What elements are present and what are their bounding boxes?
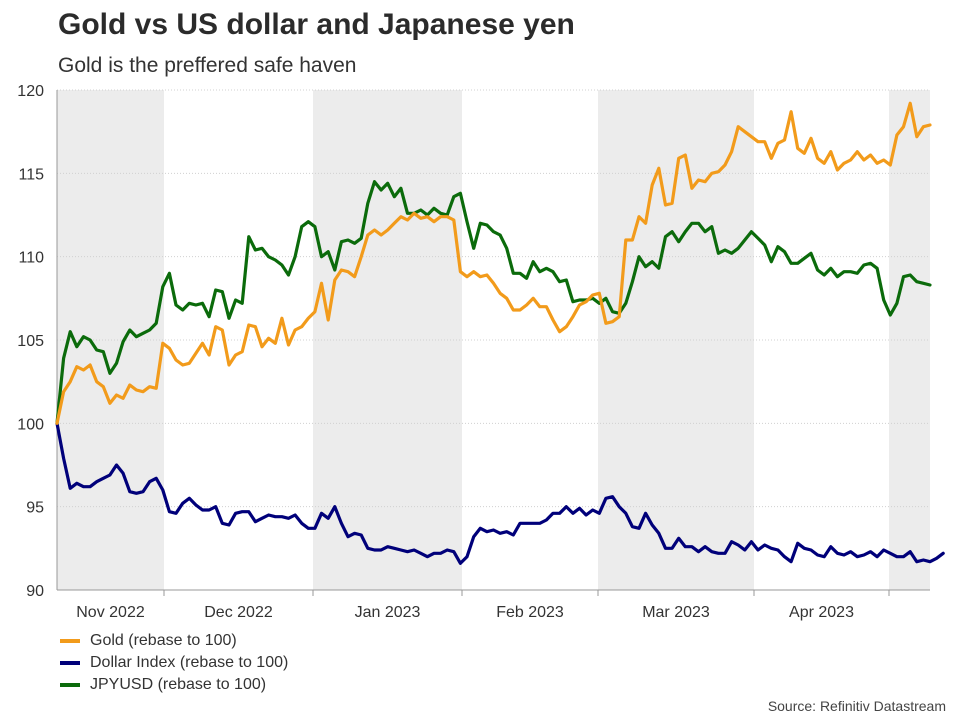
chart-title: Gold vs US dollar and Japanese yen [58,8,575,41]
legend-item-dollar-index: Dollar Index (rebase to 100) [60,652,288,674]
legend-item-jpyusd: JPYUSD (rebase to 100) [60,674,288,696]
y-tick-label: 120 [17,83,44,100]
legend-swatch-gold [60,639,80,643]
legend-swatch-dollar-index [60,661,80,665]
y-tick-label: 95 [26,500,44,517]
x-tick-label: Nov 2022 [76,604,145,621]
legend-item-gold: Gold (rebase to 100) [60,630,288,652]
series-line-gold [55,101,932,425]
source-note: Source: Refinitiv Datastream [767,698,946,714]
y-tick-label: 110 [18,250,44,267]
legend-label-jpyusd: JPYUSD (rebase to 100) [90,676,267,693]
series-line-dollar [55,421,945,565]
y-tick-label: 100 [17,416,44,433]
y-tick-label: 115 [18,166,44,183]
y-tick-label: 90 [26,583,44,600]
legend-label-gold: Gold (rebase to 100) [90,632,237,649]
chart-subtitle: Gold is the preffered safe haven [58,54,357,77]
x-tick-label: Apr 2023 [789,604,854,621]
legend-swatch-jpyusd [60,683,80,687]
x-tick-label: Dec 2022 [204,604,273,621]
x-tick-label: Jan 2023 [355,604,421,621]
series-line-jpy [55,180,932,425]
legend: Gold (rebase to 100) Dollar Index (rebas… [60,630,288,696]
y-tick-label: 105 [17,333,44,350]
x-tick-label: Feb 2023 [496,604,564,621]
x-tick-label: Mar 2023 [642,604,710,621]
legend-label-dollar-index: Dollar Index (rebase to 100) [90,654,289,671]
